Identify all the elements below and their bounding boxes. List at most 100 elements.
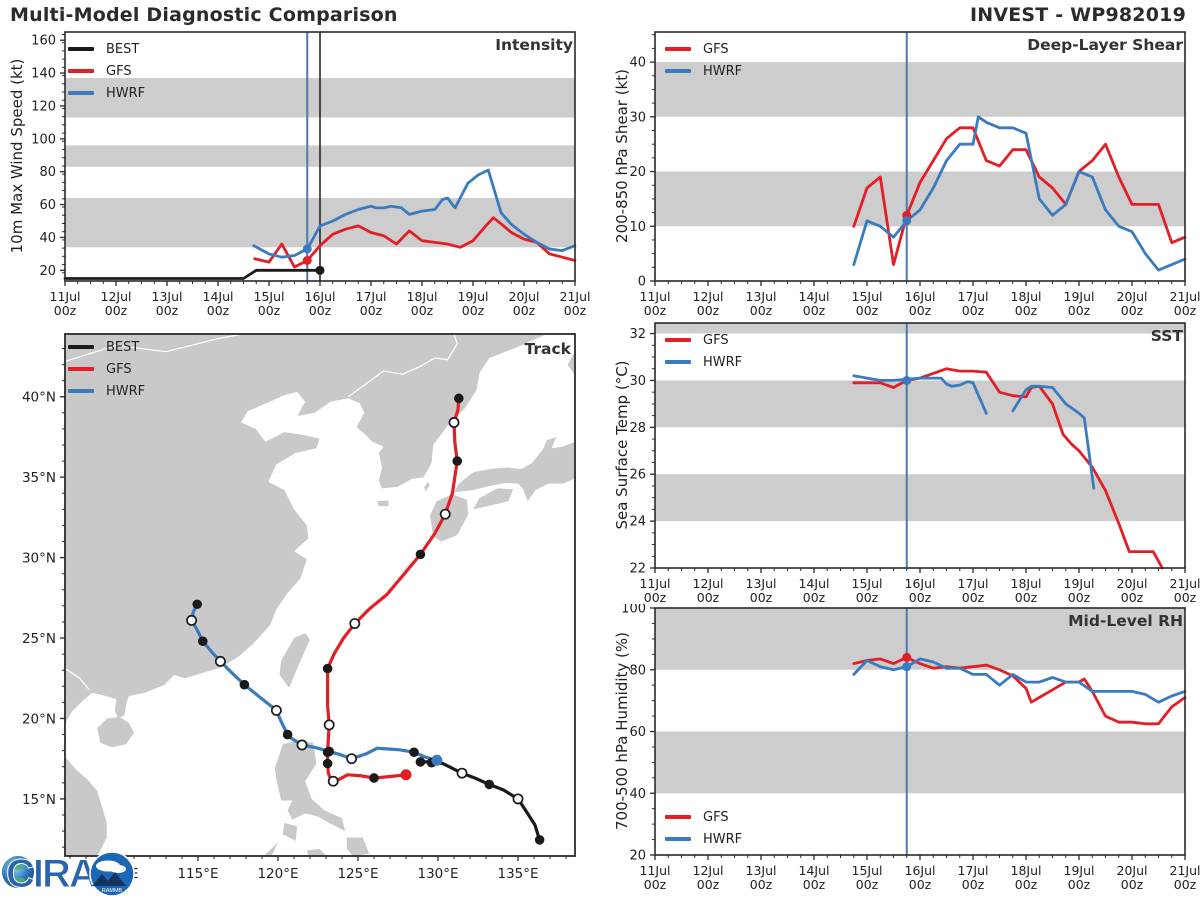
track-marker-open [346,753,358,765]
land-polygon [567,351,575,376]
track-marker-open [296,739,308,751]
x-tick-label: 00z [962,303,985,318]
hwrf-init-dot [902,662,912,672]
track-marker-filled [322,663,333,674]
gfs-swatch [68,69,94,73]
x-tick-label: 11Jul [640,576,671,591]
y-tick-label: 22 [629,562,646,577]
hwrf-line [1011,384,1096,490]
x-tick-label: 14Jul [203,289,234,304]
legend-gfs-label: GFS [703,332,729,348]
x-tick-label: 19Jul [1064,863,1095,878]
y-tick-label: 20 [629,849,646,864]
rh-chart: 11Jul00z12Jul00z13Jul00z14Jul00z15Jul00z… [621,604,1200,892]
track-marker-filled [409,747,419,758]
land-polygon [274,741,346,832]
map-frame [64,333,576,857]
gfs-start-dot [400,769,412,781]
track-marker-filled [322,747,333,758]
hwrf-swatch [665,837,691,841]
x-tick-label: 13Jul [746,863,777,878]
track-panel-label: Track [524,340,571,358]
storm-id-title: INVEST - WP982019 [969,4,1186,26]
sst-legend: GFS HWRF [665,329,742,373]
x-tick-label: 00z [54,303,77,318]
track-marker-open [214,655,226,667]
x-tick-label: 14Jul [799,576,830,591]
x-tick-label: 00z [1068,877,1091,892]
y-tick-label: 10 [629,220,646,235]
lat-tick-label: 15°N [22,792,56,808]
track-marker-open [349,618,361,630]
x-tick-label: 14Jul [799,289,830,304]
x-tick-label: 19Jul [458,289,489,304]
sst-chart: 11Jul00z12Jul00z13Jul00z14Jul00z15Jul00z… [629,322,1200,604]
track-marker-open [456,767,468,779]
x-tick-label: 00z [856,303,879,318]
rh-panel-label: Mid-Level RH [1068,612,1183,630]
x-tick-label: 15Jul [852,863,883,878]
legend-gfs-label: GFS [703,809,729,825]
track-marker-filled [239,679,250,690]
track-marker-open [323,719,335,731]
y-tick-label: 60 [39,198,56,213]
legend-gfs-label: GFS [703,41,729,57]
y-tick-label: 24 [629,515,646,530]
rh-panel: 11Jul 00z 12Jul 00z 13Jul 00z 14Jul 00z 15Jul 00z… [600,604,1200,900]
intensity-legend: BEST GFS HWRF [68,38,145,104]
lon-tick-label: 130°E [417,866,458,882]
x-tick-label: 20Jul [509,289,540,304]
x-tick-label: 00z [360,303,383,318]
x-tick-label: 00z [1015,877,1038,892]
lon-tick-label: 135°E [497,866,538,882]
y-tick-label: 40 [629,787,646,802]
hwrf-init-dot [902,216,912,226]
gfs-line [253,216,577,269]
x-tick-label: 00z [962,877,985,892]
x-tick-label: 00z [513,303,536,318]
hwrf-swatch [665,360,691,364]
x-tick-label: 00z [803,303,826,318]
track-marker-open [448,417,460,428]
best-swatch [68,345,94,349]
gfs-line [852,656,1187,726]
country-border [348,334,458,398]
track-map: 110°E115°E120°E125°E130°E135°E15°N20°N25… [22,333,576,882]
track-marker-open [512,793,524,805]
gfs-line [852,126,1187,267]
x-tick-label: 21Jul [1170,289,1200,304]
track-marker-open [439,508,451,520]
y-tick-label: 100 [621,604,646,617]
track-marker-filled [282,729,293,740]
x-tick-label: 00z [644,877,667,892]
y-tick-label: 80 [39,165,56,180]
x-tick-label: 21Jul [560,289,591,304]
y-tick-label: 20 [39,264,56,279]
gfs-swatch [68,367,94,371]
track-marker-filled [454,393,464,404]
x-tick-label: 15Jul [254,289,285,304]
x-tick-label: 14Jul [799,863,830,878]
land-polygon [282,823,298,841]
intensity-panel-label: Intensity [495,36,573,54]
land-polygon [473,488,514,510]
cira-wordmark: CIRA [6,852,97,896]
x-tick-label: 00z [462,303,485,318]
track-marker-filled [415,549,426,560]
sst-y-axis-label: Sea Surface Temp (°C) [613,360,631,530]
x-tick-label: 00z [1068,590,1091,604]
track-marker-filled [534,835,545,845]
legend-best-label: BEST [106,41,140,57]
hwrf-init-dot [902,375,912,385]
land-polygon [306,848,326,856]
x-tick-label: 00z [750,877,773,892]
gfs-swatch [665,338,691,342]
lon-tick-label: 125°E [337,866,378,882]
y-tick-label: 26 [629,468,646,483]
x-tick-label: 00z [1174,877,1197,892]
y-tick-label: 20 [629,165,646,180]
x-tick-label: 15Jul [852,289,883,304]
x-tick-label: 00z [697,877,720,892]
y-tick-label: 120 [31,99,56,114]
